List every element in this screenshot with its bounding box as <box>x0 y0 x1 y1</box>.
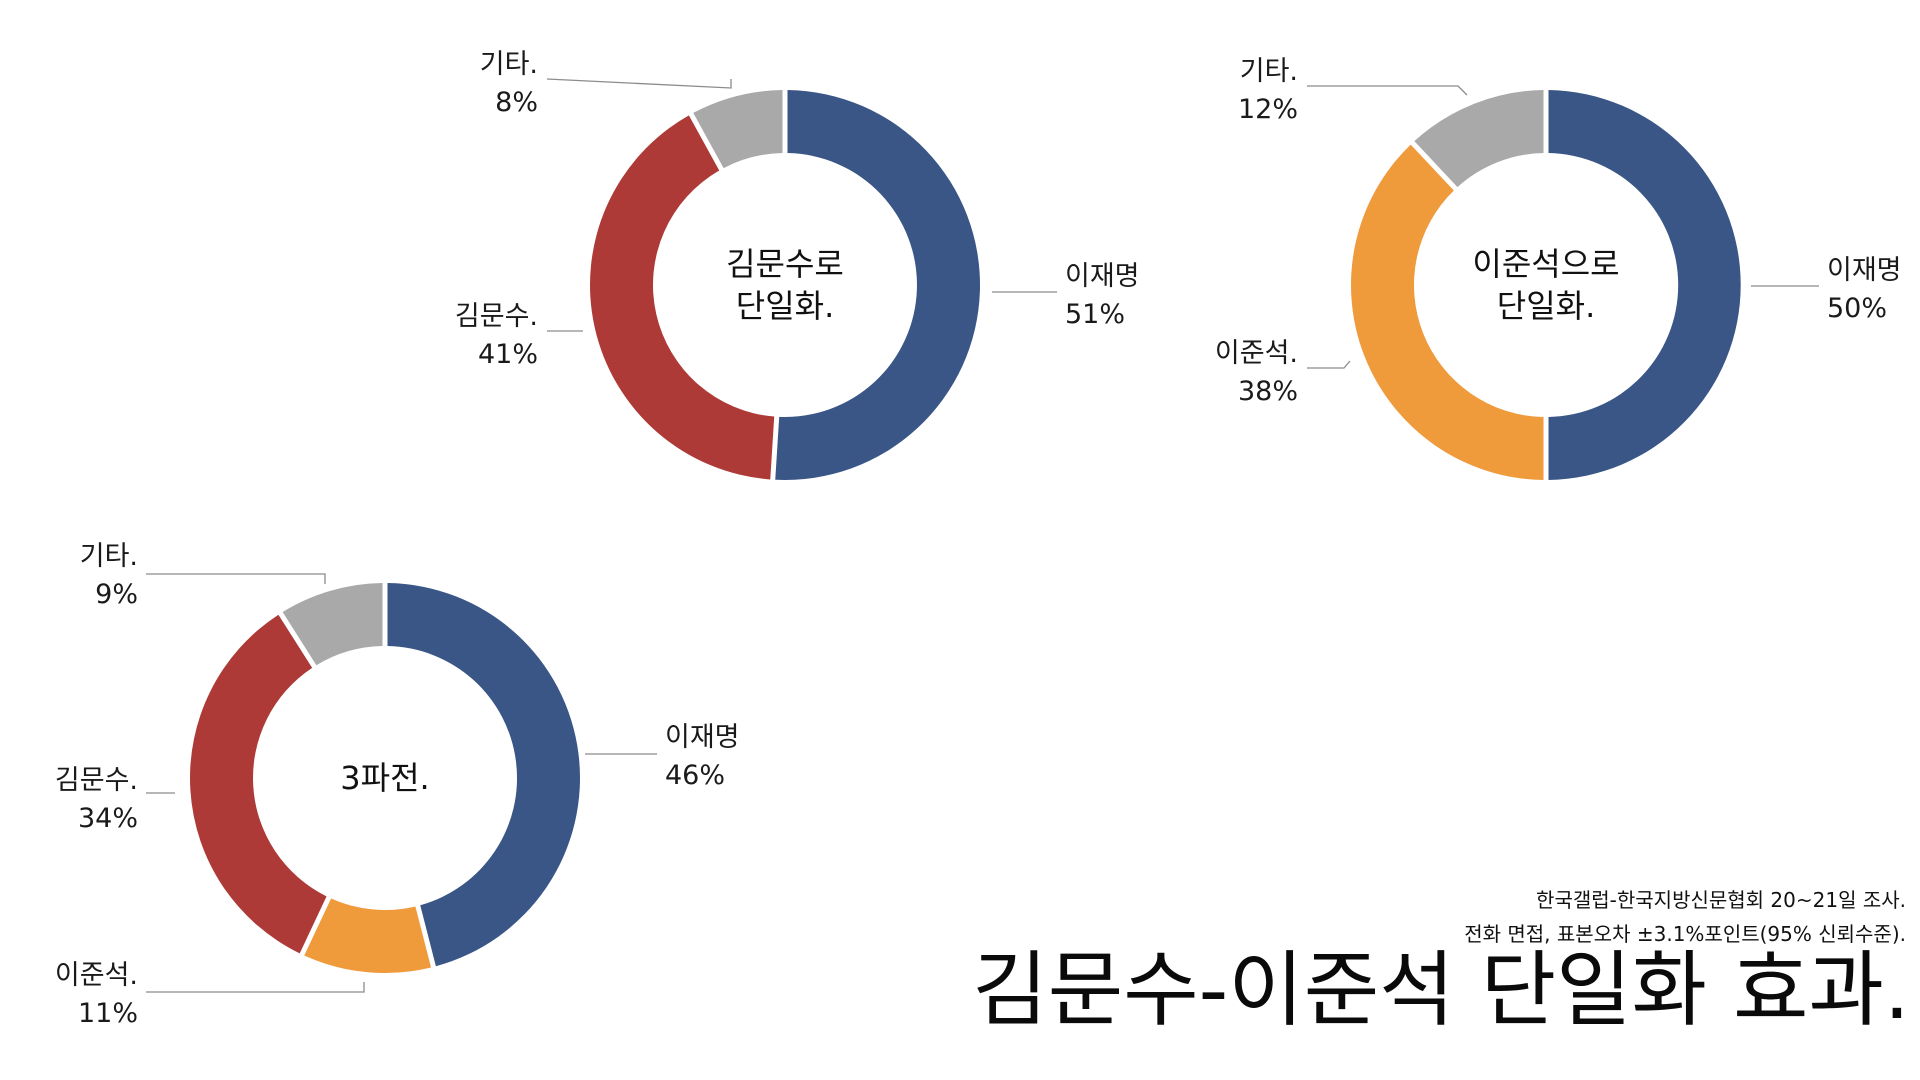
leader-line <box>1307 360 1351 369</box>
slice-value-label: 8% <box>495 87 538 118</box>
slice-value-label: 11% <box>78 998 138 1029</box>
slice-name-label: 기타. <box>1240 56 1298 87</box>
source-note-line-1: 한국갤럽-한국지방신문협회 20~21일 조사. <box>1536 888 1906 912</box>
slice-value-label: 38% <box>1238 376 1298 407</box>
donut-slice-others <box>282 583 383 666</box>
leader-line <box>146 982 365 993</box>
slice-name-label: 기타. <box>80 541 138 572</box>
slice-value-label: 12% <box>1238 94 1298 125</box>
slice-name-label: 기타. <box>480 49 538 80</box>
slice-value-label: 41% <box>478 339 538 370</box>
slice-name-label: 김문수. <box>455 301 538 332</box>
slice-name-label: 이준석. <box>1215 338 1298 369</box>
slice-value-label: 51% <box>1065 299 1125 330</box>
source-note-line-2: 전화 면접, 표본오차 ±3.1%포인트(95% 신뢰수준). <box>1464 922 1906 946</box>
donut-center-label: 이준석으로 <box>1472 245 1619 283</box>
slice-value-label: 50% <box>1827 293 1887 324</box>
leader-line <box>1307 85 1468 96</box>
donut-center-label: 단일화. <box>1497 287 1596 325</box>
donut-slice-others <box>1414 90 1544 188</box>
leader-line <box>146 573 326 584</box>
leader-line <box>546 78 732 89</box>
slice-value-label: 46% <box>665 760 725 791</box>
slice-name-label: 이재명 <box>1827 255 1902 286</box>
donut-slice-kim-moonsoo <box>190 614 327 954</box>
donut-slice-lee-junseok <box>304 898 432 974</box>
slice-name-label: 이재명 <box>1065 261 1140 292</box>
donut-slice-lee-junseok <box>1350 144 1544 480</box>
main-title: 김문수-이준석 단일화 효과. <box>972 943 1910 1038</box>
donut-slice-kim-moonsoo <box>590 115 775 480</box>
donut-slice-lee-jaemyung <box>1548 90 1741 480</box>
donut-slice-lee-jaemyung <box>387 583 580 967</box>
slice-name-label: 김문수. <box>55 765 138 796</box>
donut-slice-lee-jaemyung <box>775 90 981 481</box>
donut-slice-others <box>693 90 783 169</box>
slice-value-label: 34% <box>78 803 138 834</box>
slice-name-label: 이준석. <box>55 960 138 991</box>
slice-name-label: 이재명 <box>665 722 740 753</box>
donut-chart-3: 이재명 46% 이준석. 11% 김문수. 34% 기타. 9% 3파전. <box>55 541 740 1029</box>
donut-center-label: 단일화. <box>736 287 835 325</box>
donut-center-label: 김문수로 <box>726 245 844 283</box>
slice-value-label: 9% <box>95 579 138 610</box>
donut-center-label: 3파전. <box>340 759 429 797</box>
